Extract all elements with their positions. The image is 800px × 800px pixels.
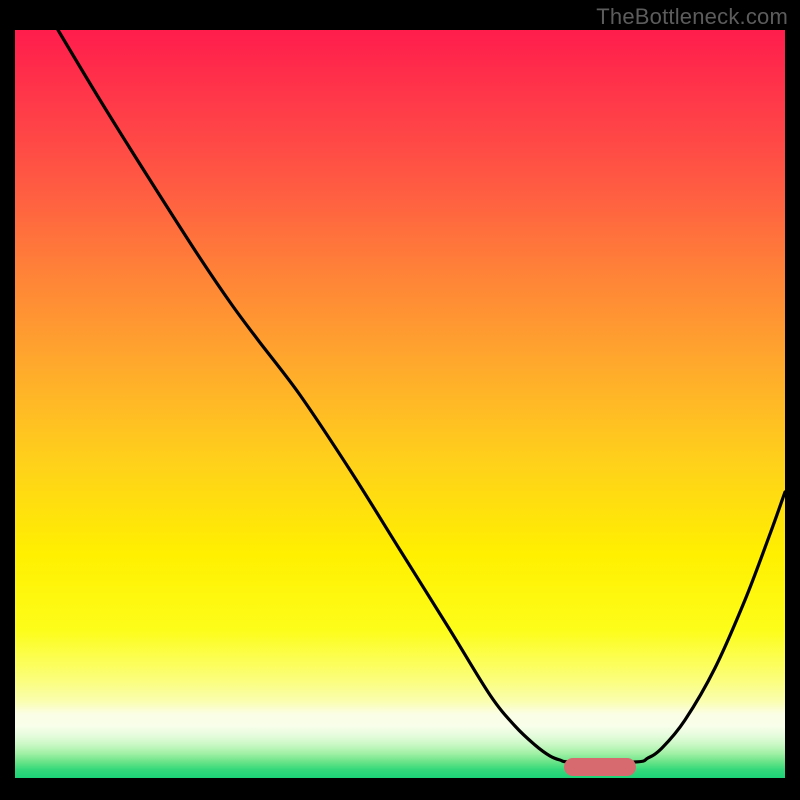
watermark-text: TheBottleneck.com (596, 4, 788, 30)
chart-container: TheBottleneck.com (0, 0, 800, 800)
gradient-background (15, 30, 785, 780)
optimum-marker (564, 758, 636, 776)
bottleneck-chart (0, 0, 800, 800)
